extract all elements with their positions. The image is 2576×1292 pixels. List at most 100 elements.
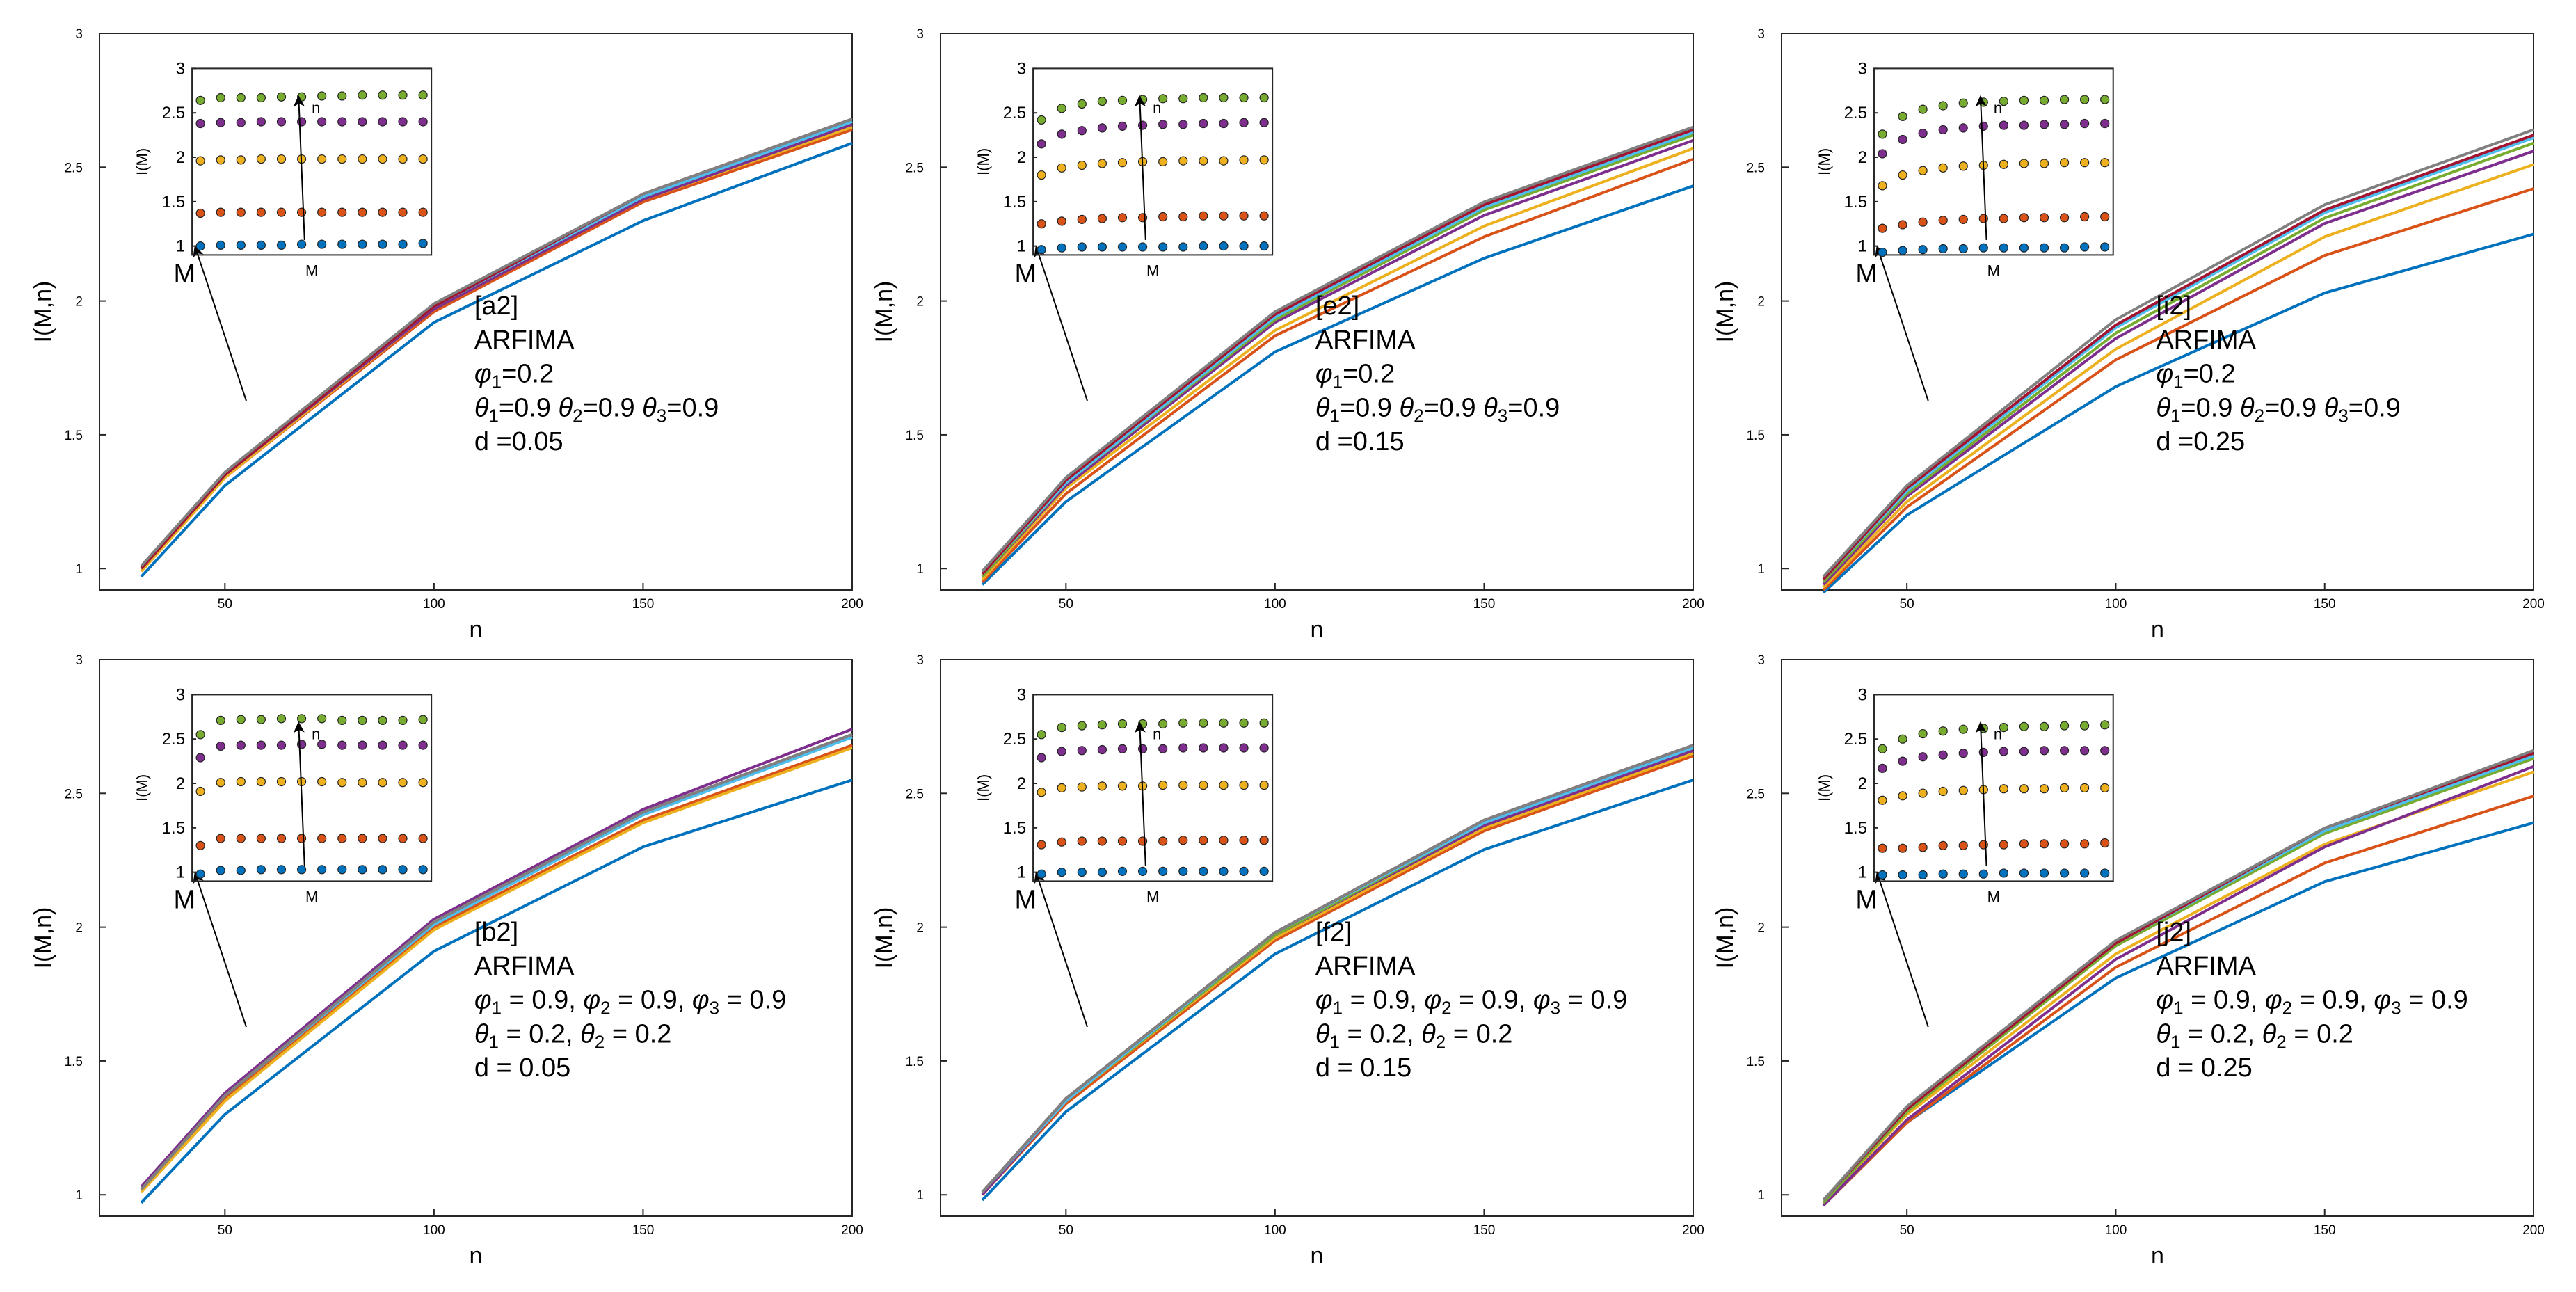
inset-point <box>1077 868 1087 877</box>
inset-point <box>1219 241 1229 251</box>
inset-point <box>1918 870 1928 880</box>
inset-point <box>1898 734 1907 744</box>
inset-chart: 1 1.5 2 2.5 3 I(M) Mn <box>975 685 1274 905</box>
plot-frame <box>99 33 853 591</box>
subscript: 2 <box>2255 405 2264 426</box>
model-label: ARFIMA <box>1315 326 1416 355</box>
inset-point <box>2019 213 2029 223</box>
inset-point <box>256 834 266 843</box>
inset-point <box>1199 241 1208 251</box>
inset-point <box>1938 750 1948 760</box>
param-text: = 0.2 <box>605 1019 671 1048</box>
inset-y-label: I(M) <box>134 148 151 175</box>
inset-point <box>1097 123 1107 133</box>
inset-point <box>337 778 347 788</box>
param-line: φ1=0.2 <box>1315 360 1395 392</box>
inset-point <box>195 730 205 740</box>
n-arrow <box>1975 721 1987 867</box>
param-text: =0.9 <box>2180 393 2240 422</box>
subscript: 1 <box>492 372 502 392</box>
inset-point <box>317 714 327 724</box>
n-arrow <box>293 721 305 867</box>
y-tick-label: 2 <box>1757 921 1765 936</box>
inset-point <box>1898 246 1907 255</box>
inset-point <box>317 776 327 787</box>
inset-x-label: M <box>305 262 318 279</box>
subscript: 2 <box>573 405 582 426</box>
inset-point <box>2059 120 2070 129</box>
inset-point <box>1057 783 1066 793</box>
param-text: φ <box>1533 986 1551 1015</box>
inset-point <box>1878 795 1887 805</box>
param-text: θ <box>2324 393 2339 422</box>
param-text: θ <box>1400 393 1414 422</box>
inset-point <box>1117 158 1128 168</box>
param-text: =0.2 <box>502 360 554 389</box>
m-arrow-label: M <box>173 260 195 289</box>
inset-point <box>1057 723 1066 733</box>
x-axis-label: n <box>1311 616 1324 643</box>
y-tick-label: 2 <box>75 295 83 310</box>
inset-point <box>1999 868 2008 878</box>
subscript: 3 <box>657 405 666 426</box>
inset-point <box>1158 836 1168 846</box>
inset-point <box>1259 836 1269 845</box>
x-tick-label: 200 <box>2522 597 2545 612</box>
inset-point <box>236 866 246 875</box>
inset-point <box>1057 747 1066 756</box>
inset-point <box>418 834 428 843</box>
inset-point <box>1219 718 1229 728</box>
param-text: θ <box>1315 393 1330 422</box>
inset-y-label: I(M) <box>1816 774 1833 801</box>
inset-point <box>1117 866 1128 876</box>
inset-point <box>2100 158 2110 168</box>
y-tick-label: 2 <box>916 921 924 936</box>
inset-y-tick-label: 2 <box>176 148 185 167</box>
param-text: θ <box>2156 393 2170 422</box>
inset-point <box>2039 120 2049 129</box>
series-line <box>140 118 853 567</box>
inset-point <box>256 865 266 875</box>
inset-point <box>1037 869 1046 879</box>
inset-point <box>1077 782 1087 792</box>
series-line <box>1822 163 2534 589</box>
inset-point <box>216 155 225 165</box>
inset-point <box>1239 211 1249 221</box>
y-tick-label: 3 <box>1757 27 1765 42</box>
param-text: φ <box>583 986 600 1015</box>
inset-point <box>1958 98 1968 108</box>
inset-point <box>1117 744 1128 753</box>
inset-point <box>358 239 367 249</box>
inset-point <box>378 865 387 875</box>
param-text: φ <box>474 986 492 1015</box>
inset-point <box>378 778 387 788</box>
inset-y-tick-label: 2 <box>1017 774 1026 793</box>
inset-point <box>296 865 307 875</box>
inset-point <box>216 834 225 843</box>
inset-point <box>358 207 367 217</box>
inset-point <box>1178 743 1188 753</box>
inset-point <box>1097 720 1107 730</box>
inset-point <box>276 740 287 750</box>
inset-point <box>195 95 205 105</box>
param-text: = 0.9, <box>2184 986 2265 1015</box>
inset-point <box>1037 139 1046 149</box>
param-text: =0.2 <box>2184 360 2236 389</box>
inset-point <box>337 834 347 843</box>
param-text: φ <box>692 986 710 1015</box>
subscript: 1 <box>1329 405 1339 426</box>
inset-y-tick-label: 2.5 <box>1844 730 1867 749</box>
subscript: 1 <box>2170 405 2180 426</box>
param-text: = 0.9, <box>502 986 583 1015</box>
subscript: 1 <box>1329 1031 1339 1052</box>
inset-point <box>2100 838 2110 848</box>
inset-point <box>1117 242 1128 252</box>
inset-point <box>317 740 327 749</box>
inset-y-tick-label: 1.5 <box>1844 819 1867 838</box>
inset-point <box>1158 157 1168 166</box>
x-tick-label: 100 <box>1264 597 1286 612</box>
chart-panel: 50 100 150 20011.522.53nI(M,n)M[j2]ARFIMAφ1… <box>1712 653 2545 1269</box>
n-arrow <box>1134 721 1146 867</box>
inset-point <box>1239 718 1249 728</box>
inset-point <box>398 778 408 788</box>
